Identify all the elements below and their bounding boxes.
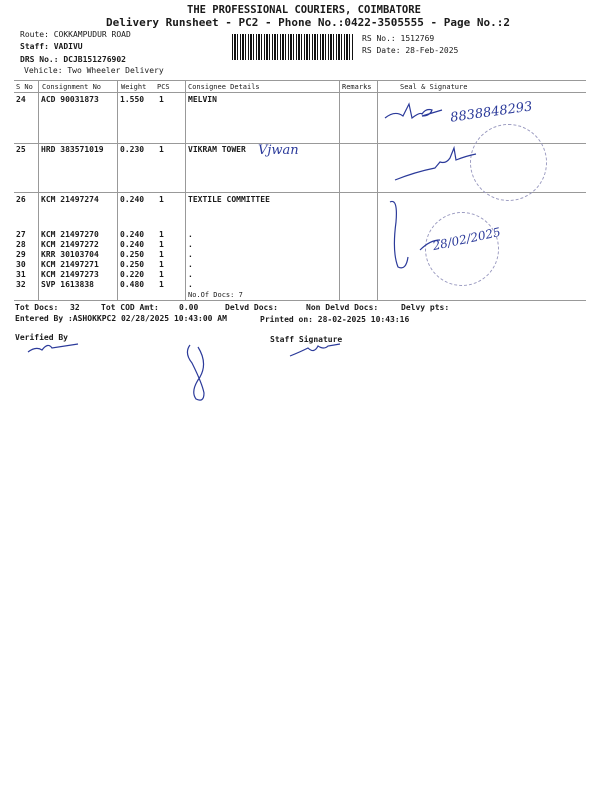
cell-sno: 30 bbox=[16, 260, 26, 269]
cell-consignee: . bbox=[188, 250, 193, 259]
route: Route: COKKAMPUDUR ROAD bbox=[20, 30, 131, 39]
signature-middle bbox=[186, 344, 205, 401]
barcode bbox=[232, 34, 354, 60]
cell-consignee: TEXTILE COMMITTEE bbox=[188, 195, 270, 204]
non-delvd-docs: Non Delvd Docs: bbox=[306, 303, 379, 312]
tot-cod-value: 0.00 bbox=[179, 303, 199, 312]
rs-number: RS No.: 1512769 bbox=[362, 34, 435, 43]
signature-row26 bbox=[389, 200, 441, 269]
col-remarks: Remarks bbox=[342, 83, 372, 91]
cell-sno: 32 bbox=[16, 280, 26, 289]
cell-weight: 0.240 bbox=[120, 240, 145, 249]
rs-date: RS Date: 28-Feb-2025 bbox=[362, 46, 459, 55]
cell-sno: 28 bbox=[16, 240, 26, 249]
col-seal: Seal & Signature bbox=[400, 83, 468, 91]
company-title: THE PROFESSIONAL COURIERS, COIMBATORE bbox=[187, 4, 421, 16]
cell-consignee: MELVIN bbox=[188, 95, 217, 104]
staff-signature-label: Staff Signature bbox=[270, 335, 343, 344]
signature-row25 bbox=[394, 145, 477, 181]
col-consignment: Consignment No bbox=[42, 83, 102, 91]
tot-cod-label: Tot COD Amt: bbox=[101, 303, 159, 312]
cell-pcs: 1 bbox=[159, 230, 164, 239]
tot-docs-value: 32 bbox=[70, 303, 80, 312]
entered-by: Entered By :ASHOKKPC2 02/28/2025 10:43:0… bbox=[15, 314, 227, 323]
cell-sno: 24 bbox=[16, 95, 26, 104]
col-sno: S No bbox=[16, 83, 33, 91]
no-of-docs: No.Of Docs: 7 bbox=[188, 291, 243, 299]
cell-consignment: SVP 1613838 bbox=[41, 280, 94, 289]
signature-verified bbox=[27, 343, 79, 353]
cell-sno: 26 bbox=[16, 195, 26, 204]
cell-consignment: KCM 21497271 bbox=[41, 260, 99, 269]
cell-consignee: . bbox=[188, 270, 193, 279]
cell-consignment: KCM 21497273 bbox=[41, 270, 99, 279]
runsheet-subtitle: Delivery Runsheet - PC2 - Phone No.:0422… bbox=[106, 16, 510, 29]
cell-pcs: 1 bbox=[159, 195, 164, 204]
cell-sno: 25 bbox=[16, 145, 26, 154]
col-consignee: Consignee Details bbox=[188, 83, 260, 91]
cell-consignment: KCM 21497274 bbox=[41, 195, 99, 204]
cell-sno: 31 bbox=[16, 270, 26, 279]
cell-pcs: 1 bbox=[159, 145, 164, 154]
staff: Staff: VADIVU bbox=[20, 42, 83, 51]
seal-stamp bbox=[470, 124, 547, 201]
cell-weight: 1.550 bbox=[120, 95, 145, 104]
tot-docs-label: Tot Docs: bbox=[15, 303, 59, 312]
handwritten-note: Vjwan bbox=[258, 143, 299, 158]
signature-row24 bbox=[384, 102, 443, 120]
cell-consignment: KRR 30103704 bbox=[41, 250, 99, 259]
cell-weight: 0.250 bbox=[120, 260, 145, 269]
cell-weight: 0.480 bbox=[120, 280, 145, 289]
cell-pcs: 1 bbox=[159, 250, 164, 259]
printed-on: Printed on: 28-02-2025 10:43:16 bbox=[260, 315, 410, 324]
cell-pcs: 1 bbox=[159, 270, 164, 279]
cell-pcs: 1 bbox=[159, 95, 164, 104]
cell-consignment: KCM 21497270 bbox=[41, 230, 99, 239]
cell-weight: 0.240 bbox=[120, 230, 145, 239]
seal-stamp bbox=[425, 212, 499, 286]
cell-weight: 0.220 bbox=[120, 270, 145, 279]
cell-pcs: 1 bbox=[159, 260, 164, 269]
cell-consignee: . bbox=[188, 230, 193, 239]
cell-weight: 0.230 bbox=[120, 145, 145, 154]
drs-number: DRS No.: DCJB151276902 bbox=[20, 55, 126, 64]
cell-consignee: . bbox=[188, 280, 193, 289]
cell-consignment: ACD 90031873 bbox=[41, 95, 99, 104]
vehicle: Vehicle: Two Wheeler Delivery bbox=[24, 66, 164, 75]
cell-consignment: KCM 21497272 bbox=[41, 240, 99, 249]
delvy-pts: Delvy pts: bbox=[401, 303, 450, 312]
cell-consignment: HRD 383571019 bbox=[41, 145, 104, 154]
cell-consignee: . bbox=[188, 260, 193, 269]
delvd-docs: Delvd Docs: bbox=[225, 303, 278, 312]
cell-consignee: . bbox=[188, 240, 193, 249]
signature-staff bbox=[289, 343, 341, 357]
cell-weight: 0.240 bbox=[120, 195, 145, 204]
verified-by-label: Verified By bbox=[15, 333, 68, 342]
col-weight: Weight bbox=[121, 83, 147, 91]
col-pcs: PCS bbox=[157, 83, 170, 91]
cell-pcs: 1 bbox=[159, 240, 164, 249]
cell-weight: 0.250 bbox=[120, 250, 145, 259]
cell-pcs: 1 bbox=[159, 280, 164, 289]
cell-sno: 29 bbox=[16, 250, 26, 259]
cell-consignee: VIKRAM TOWER bbox=[188, 145, 246, 154]
cell-sno: 27 bbox=[16, 230, 26, 239]
